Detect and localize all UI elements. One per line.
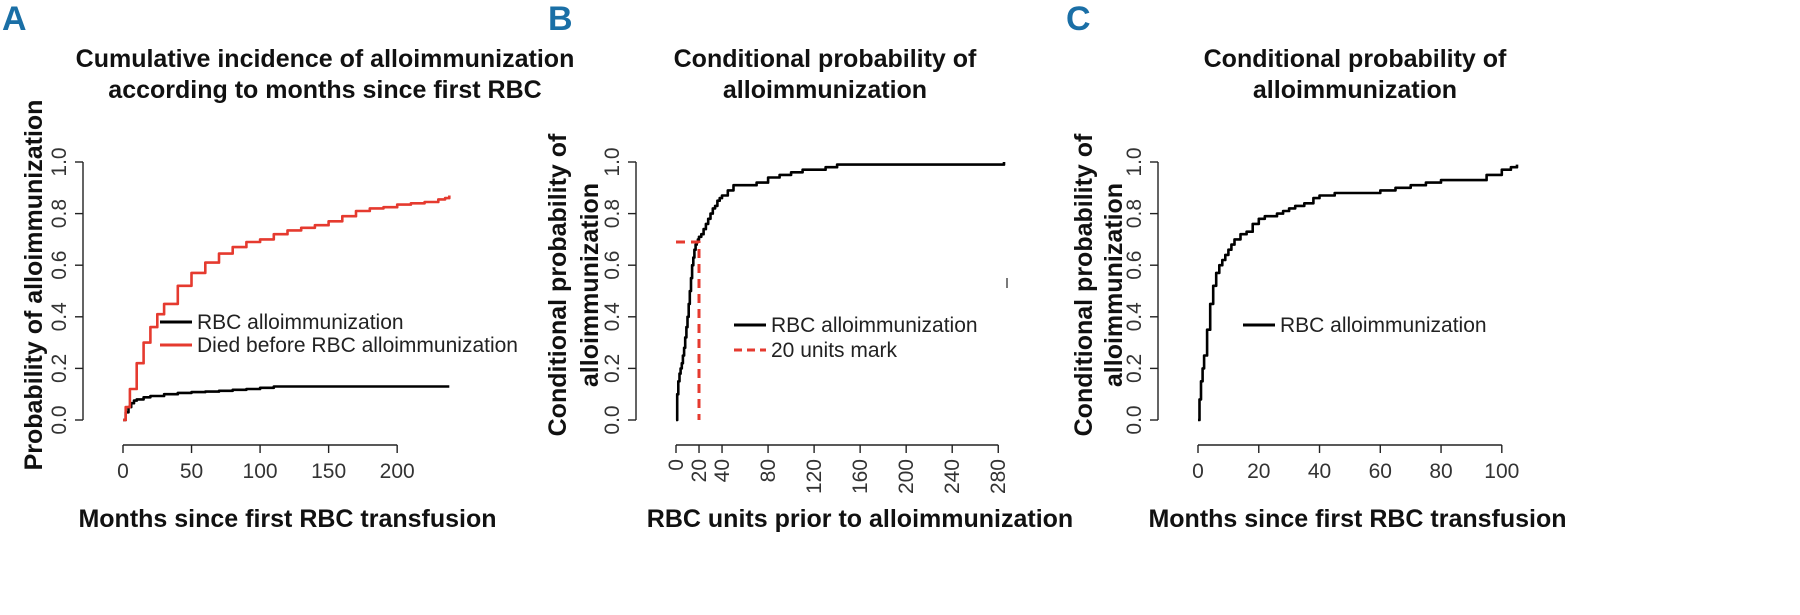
x-tick-label: 50 xyxy=(180,460,203,483)
x-tick-label: 280 xyxy=(987,459,1010,494)
series-rbc-alloimmunization xyxy=(675,162,1006,422)
y-tick-label: 0.2 xyxy=(601,354,624,383)
y-tick-label: 1.0 xyxy=(48,147,71,176)
chart-title-line: Cumulative incidence of alloimmunization xyxy=(76,45,575,73)
y-tick-label: 1.0 xyxy=(601,147,624,176)
legend: RBC alloimmunization xyxy=(1243,314,1487,337)
y-tick-label: 0.2 xyxy=(1123,354,1146,383)
y-tick-label: 0.8 xyxy=(601,199,624,228)
chart-title-line: alloimmunization xyxy=(723,76,927,104)
series-rbc-alloimmunization xyxy=(123,385,450,422)
x-axis-title: Months since first RBC transfusion xyxy=(78,505,496,533)
x-tick-label: 240 xyxy=(941,459,964,494)
chart-title-line: according to months since first RBC xyxy=(108,76,541,104)
x-tick-label: 120 xyxy=(803,459,826,494)
y-tick-label: 0.6 xyxy=(1123,251,1146,280)
y-tick-label: 0.8 xyxy=(1123,199,1146,228)
y-axis-title-line: Conditional probability of xyxy=(544,133,572,436)
x-tick-label: 40 xyxy=(1308,460,1331,483)
panel-letter: C xyxy=(1066,0,1091,38)
legend-label: Died before RBC alloimmunization xyxy=(197,334,518,357)
x-tick-label: 80 xyxy=(1429,460,1452,483)
y-tick-label: 0.6 xyxy=(48,251,71,280)
y-tick-label: 0.0 xyxy=(601,405,624,434)
legend-label: RBC alloimmunization xyxy=(197,311,404,334)
y-tick-label: 0.4 xyxy=(601,302,624,332)
y-tick-label: 1.0 xyxy=(1123,147,1146,176)
chart-title-line: alloimmunization xyxy=(1253,76,1457,104)
x-tick-label: 150 xyxy=(311,460,346,483)
legend-label: 20 units mark xyxy=(771,339,898,362)
y-tick-label: 0.0 xyxy=(48,405,71,434)
series-rbc-alloimmunization xyxy=(1198,164,1519,422)
x-tick-label: 200 xyxy=(895,459,918,494)
legend-label: RBC alloimmunization xyxy=(771,314,978,337)
y-axis-title-line: alloimmunization xyxy=(576,183,604,387)
x-tick-label: 0 xyxy=(1192,460,1204,483)
x-tick-label: 40 xyxy=(711,459,734,482)
x-axis-title: RBC units prior to alloimmunization xyxy=(647,505,1073,533)
y-tick-label: 0.6 xyxy=(601,251,624,280)
y-tick-label: 0.8 xyxy=(48,199,71,228)
x-tick-label: 60 xyxy=(1369,460,1392,483)
x-tick-label: 0 xyxy=(665,459,688,471)
x-axis-title: Months since first RBC transfusion xyxy=(1148,505,1566,533)
x-tick-label: 200 xyxy=(380,460,415,483)
series-died-before-rbc-alloimmunization xyxy=(123,195,451,422)
y-axis-title-line: Conditional probability of xyxy=(1070,133,1098,436)
y-tick-label: 0.4 xyxy=(1123,302,1146,332)
series-20-units-mark xyxy=(676,240,701,420)
x-tick-label: 20 xyxy=(1247,460,1270,483)
y-tick-label: 0.4 xyxy=(48,302,71,332)
chart-title-line: Conditional probability of xyxy=(674,45,977,73)
panel-letter: B xyxy=(548,0,573,38)
y-axis-title-line: alloimmunization xyxy=(1100,183,1128,387)
x-tick-label: 160 xyxy=(849,459,872,494)
y-axis-title-line: Probability of alloimmunization xyxy=(20,100,48,471)
x-tick-label: 100 xyxy=(243,460,278,483)
x-tick-label: 20 xyxy=(688,459,711,482)
y-tick-label: 0.2 xyxy=(48,354,71,383)
x-tick-label: 0 xyxy=(117,460,129,483)
x-tick-label: 100 xyxy=(1484,460,1519,483)
y-tick-label: 0.0 xyxy=(1123,405,1146,434)
legend-label: RBC alloimmunization xyxy=(1280,314,1487,337)
panel-letter: A xyxy=(2,0,27,38)
chart-title-line: Conditional probability of xyxy=(1204,45,1507,73)
panel-a: A Cumulative incidence of alloimmunizatio… xyxy=(2,0,574,533)
x-tick-label: 80 xyxy=(757,459,780,482)
